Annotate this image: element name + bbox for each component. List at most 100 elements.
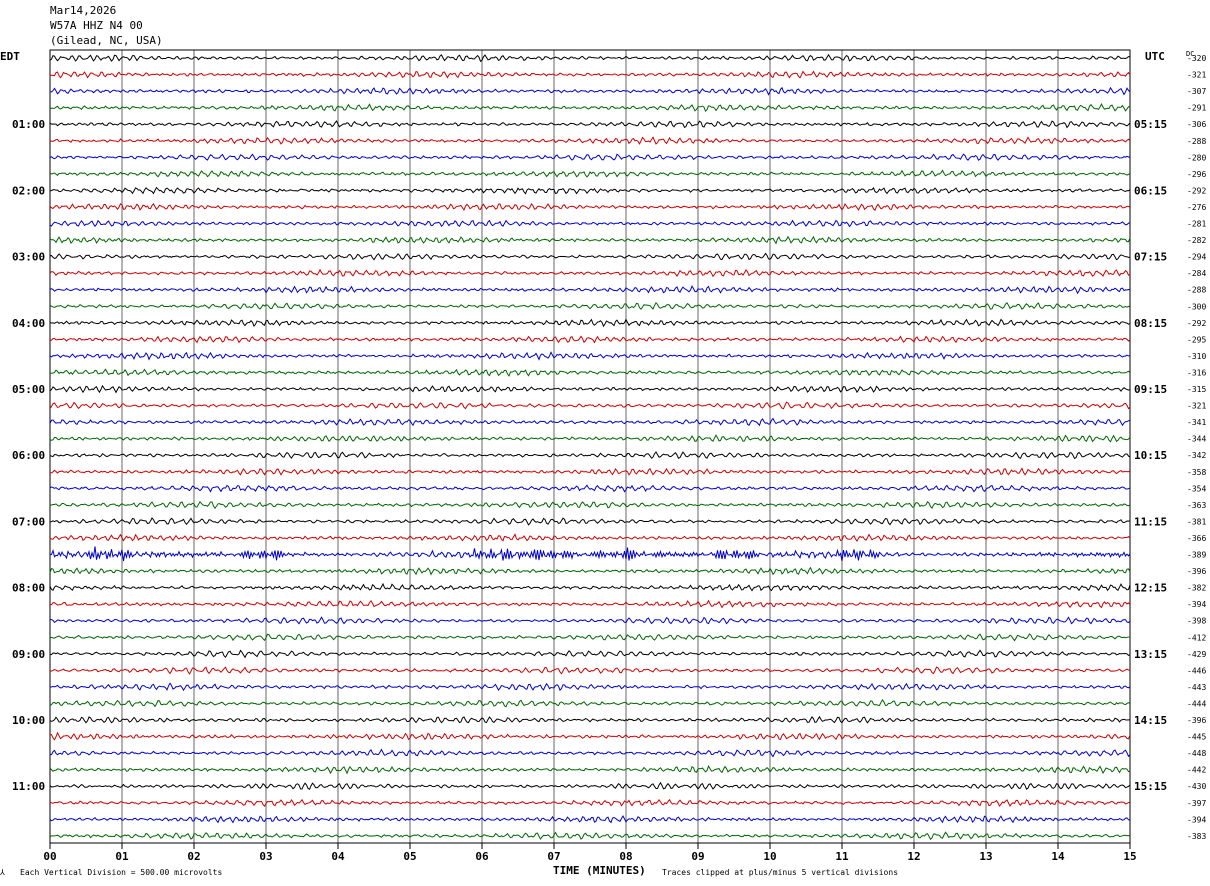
station-location: (Gilead, NC, USA) bbox=[50, 34, 163, 47]
left-hour-label: 02:00 bbox=[12, 184, 45, 197]
x-axis-title: TIME (MINUTES) bbox=[553, 864, 646, 877]
dc-offset-label: -284 bbox=[1187, 269, 1206, 278]
trace-row-6 bbox=[49, 153, 1131, 161]
dc-offset-label: -291 bbox=[1187, 104, 1206, 113]
dc-offset-label: -381 bbox=[1187, 517, 1206, 526]
dc-offset-label: -281 bbox=[1187, 220, 1206, 229]
left-timezone: EDT bbox=[0, 50, 20, 63]
trace-row-28 bbox=[49, 517, 1131, 526]
right-hour-label: 14:15 bbox=[1134, 714, 1167, 727]
trace-row-46 bbox=[49, 814, 1131, 824]
trace-row-20 bbox=[49, 384, 1131, 394]
x-tick-label: 06 bbox=[475, 850, 489, 863]
left-hour-label: 08:00 bbox=[12, 582, 45, 595]
right-hour-label: 05:15 bbox=[1134, 118, 1167, 131]
x-tick-label: 04 bbox=[331, 850, 345, 863]
trace-row-43 bbox=[49, 765, 1131, 775]
dc-label: DC bbox=[1186, 50, 1195, 58]
x-tick-label: 11 bbox=[835, 850, 849, 863]
trace-row-0 bbox=[49, 53, 1131, 63]
dc-offset-label: -320 bbox=[1187, 54, 1206, 63]
left-hour-label: 03:00 bbox=[12, 251, 45, 264]
right-hour-label: 07:15 bbox=[1134, 251, 1167, 264]
left-hour-label: 05:00 bbox=[12, 383, 45, 396]
dc-offset-label: -389 bbox=[1187, 551, 1206, 560]
trace-row-34 bbox=[49, 616, 1131, 625]
trace-row-36 bbox=[49, 649, 1131, 659]
trace-row-8 bbox=[49, 186, 1131, 195]
left-hour-label: 09:00 bbox=[12, 648, 45, 661]
x-tick-label: 02 bbox=[187, 850, 200, 863]
trace-row-14 bbox=[49, 285, 1131, 295]
dc-offset-label: -296 bbox=[1187, 170, 1206, 179]
dc-offset-label: -294 bbox=[1187, 253, 1206, 262]
trace-row-1 bbox=[49, 70, 1131, 79]
right-hour-label: 15:15 bbox=[1134, 780, 1167, 793]
left-hour-label: 01:00 bbox=[12, 118, 45, 131]
left-hour-label: 10:00 bbox=[12, 714, 45, 727]
dc-offset-label: -316 bbox=[1187, 368, 1206, 377]
left-hour-label: 04:00 bbox=[12, 317, 45, 330]
trace-row-30 bbox=[49, 546, 1131, 562]
trace-row-39 bbox=[49, 698, 1131, 708]
trace-row-44 bbox=[49, 781, 1131, 790]
trace-row-45 bbox=[49, 798, 1131, 808]
trace-row-3 bbox=[49, 103, 1131, 113]
trace-row-7 bbox=[49, 169, 1131, 178]
dc-offset-label: -310 bbox=[1187, 352, 1206, 361]
dc-offset-label: -276 bbox=[1187, 203, 1206, 212]
dc-offset-label: -366 bbox=[1187, 534, 1206, 543]
trace-row-17 bbox=[49, 335, 1131, 344]
dc-offset-label: -396 bbox=[1187, 716, 1206, 725]
dc-offset-label: -396 bbox=[1187, 567, 1206, 576]
trace-row-38 bbox=[49, 682, 1131, 692]
dc-offset-label: -394 bbox=[1187, 600, 1206, 609]
trace-row-19 bbox=[49, 368, 1131, 377]
trace-row-21 bbox=[49, 401, 1131, 410]
dc-offset-label: -430 bbox=[1187, 782, 1206, 791]
dc-offset-label: -341 bbox=[1187, 418, 1206, 427]
dc-offset-label: -288 bbox=[1187, 286, 1206, 295]
dc-offset-label: -344 bbox=[1187, 435, 1206, 444]
x-tick-label: 07 bbox=[547, 850, 560, 863]
dc-offset-label: -321 bbox=[1187, 402, 1206, 411]
x-tick-label: 15 bbox=[1123, 850, 1136, 863]
dc-offset-label: -307 bbox=[1187, 87, 1206, 96]
x-tick-label: 05 bbox=[403, 850, 416, 863]
plot-frame bbox=[49, 49, 1131, 844]
dc-offset-label: -383 bbox=[1187, 832, 1206, 841]
x-tick-label: 10 bbox=[763, 850, 776, 863]
right-hour-label: 13:15 bbox=[1134, 648, 1167, 661]
dc-offset-label: -442 bbox=[1187, 766, 1206, 775]
dc-offset-label: -295 bbox=[1187, 335, 1206, 344]
trace-row-40 bbox=[49, 715, 1131, 724]
trace-row-26 bbox=[49, 484, 1131, 493]
dc-offset-label: -292 bbox=[1187, 186, 1206, 195]
dc-offset-label: -306 bbox=[1187, 120, 1206, 129]
chart-date: Mar14,2026 bbox=[50, 4, 117, 17]
dc-offset-label: -292 bbox=[1187, 319, 1206, 328]
dc-offset-label: -398 bbox=[1187, 617, 1206, 626]
trace-row-25 bbox=[49, 467, 1131, 476]
right-timezone: UTC bbox=[1145, 50, 1165, 63]
trace-row-31 bbox=[49, 566, 1131, 576]
trace-row-2 bbox=[49, 86, 1131, 96]
dc-offset-label: -443 bbox=[1187, 683, 1206, 692]
trace-row-22 bbox=[49, 417, 1131, 427]
trace-row-15 bbox=[49, 301, 1131, 310]
right-hour-label: 09:15 bbox=[1134, 383, 1167, 396]
left-hour-label: 07:00 bbox=[12, 515, 45, 528]
trace-row-5 bbox=[49, 136, 1131, 145]
trace-row-37 bbox=[49, 666, 1131, 675]
trace-row-10 bbox=[49, 219, 1131, 228]
left-hour-label: 06:00 bbox=[12, 449, 45, 462]
x-tick-label: 00 bbox=[43, 850, 56, 863]
dc-offset-label: -315 bbox=[1187, 385, 1206, 394]
x-tick-label: 03 bbox=[259, 850, 272, 863]
trace-row-16 bbox=[49, 318, 1131, 328]
dc-offset-label: -397 bbox=[1187, 799, 1206, 808]
trace-row-23 bbox=[49, 434, 1131, 443]
trace-row-35 bbox=[49, 633, 1131, 642]
dc-offset-label: -280 bbox=[1187, 153, 1206, 162]
